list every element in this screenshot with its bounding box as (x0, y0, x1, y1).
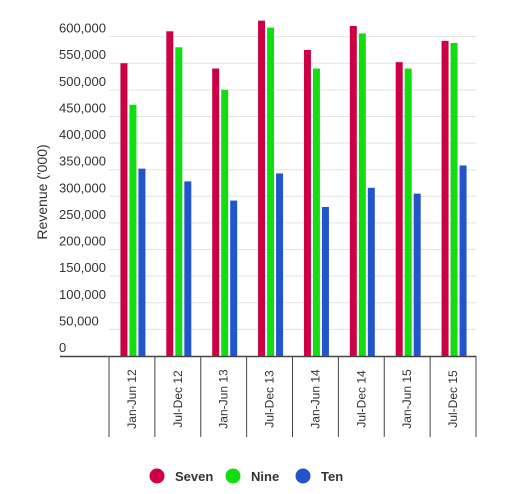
legend-label: Ten (321, 469, 343, 484)
bar-nine-7 (404, 68, 412, 357)
legend-marker-ten (295, 468, 311, 484)
y-tick-label: 200,000 (59, 234, 106, 249)
y-tick-label: 550,000 (59, 47, 106, 62)
bar-seven-8 (441, 40, 449, 357)
bar-seven-2 (166, 31, 174, 357)
bar-nine-4 (267, 27, 275, 356)
gridlines (109, 36, 476, 330)
bar-nine-5 (312, 68, 320, 357)
bar-ten-7 (413, 193, 421, 356)
y-tick-label: 300,000 (59, 180, 106, 195)
y-tick-label: 500,000 (59, 74, 106, 89)
bar-nine-8 (450, 43, 458, 356)
bar-ten-2 (184, 181, 192, 356)
x-tick-label: Jan-Jun 12 (125, 369, 139, 429)
bar-nine-6 (358, 33, 366, 356)
x-axis: Jan-Jun 12 Jul-Dec 12 Jan-Jun 13 Jul-Dec 13… (60, 355, 477, 437)
x-tick-label: Jul-Dec 15 (446, 370, 460, 428)
bar-ten-8 (459, 165, 467, 356)
x-tick-label: Jul-Dec 13 (263, 370, 277, 428)
bar-ten-5 (321, 206, 329, 356)
y-tick-label: 600,000 (59, 21, 106, 36)
y-axis-ticks: 0 50,000 100,000 150,000 200,000 250,000 300,0… (59, 21, 106, 355)
bar-ten-3 (230, 200, 238, 356)
legend-label: Nine (251, 469, 279, 484)
bars (120, 20, 467, 357)
y-tick-label: 100,000 (59, 287, 106, 302)
y-tick-label: 0 (59, 340, 66, 355)
bar-nine-1 (129, 104, 137, 357)
x-tick-label: Jul-Dec 12 (171, 370, 185, 428)
x-tick-label: Jan-Jun 14 (308, 369, 322, 429)
x-tick-label: Jan-Jun 13 (217, 369, 231, 429)
x-tick-label: Jul-Dec 14 (354, 370, 368, 428)
bar-nine-2 (175, 47, 183, 357)
y-tick-label: 250,000 (59, 207, 106, 222)
bar-seven-5 (303, 49, 311, 357)
legend: Seven Nine Ten (149, 468, 343, 484)
x-tick-label: Jan-Jun 15 (400, 369, 414, 429)
bar-seven-6 (349, 25, 357, 356)
y-axis-title: Revenue ('000) (34, 144, 50, 239)
bar-ten-4 (276, 173, 284, 356)
bar-ten-1 (138, 168, 146, 356)
bar-seven-4 (258, 20, 266, 357)
bar-seven-7 (395, 62, 403, 357)
y-tick-label: 150,000 (59, 260, 106, 275)
bar-nine-3 (221, 89, 229, 356)
bar-seven-1 (120, 63, 128, 356)
y-tick-label: 450,000 (59, 100, 106, 115)
bar-ten-6 (367, 187, 375, 356)
y-tick-label: 50,000 (59, 313, 99, 328)
y-tick-label: 350,000 (59, 154, 106, 169)
legend-marker-nine (225, 468, 241, 484)
y-tick-label: 400,000 (59, 127, 106, 142)
legend-marker-seven (149, 468, 165, 484)
bar-seven-3 (212, 68, 220, 357)
legend-label: Seven (175, 469, 213, 484)
